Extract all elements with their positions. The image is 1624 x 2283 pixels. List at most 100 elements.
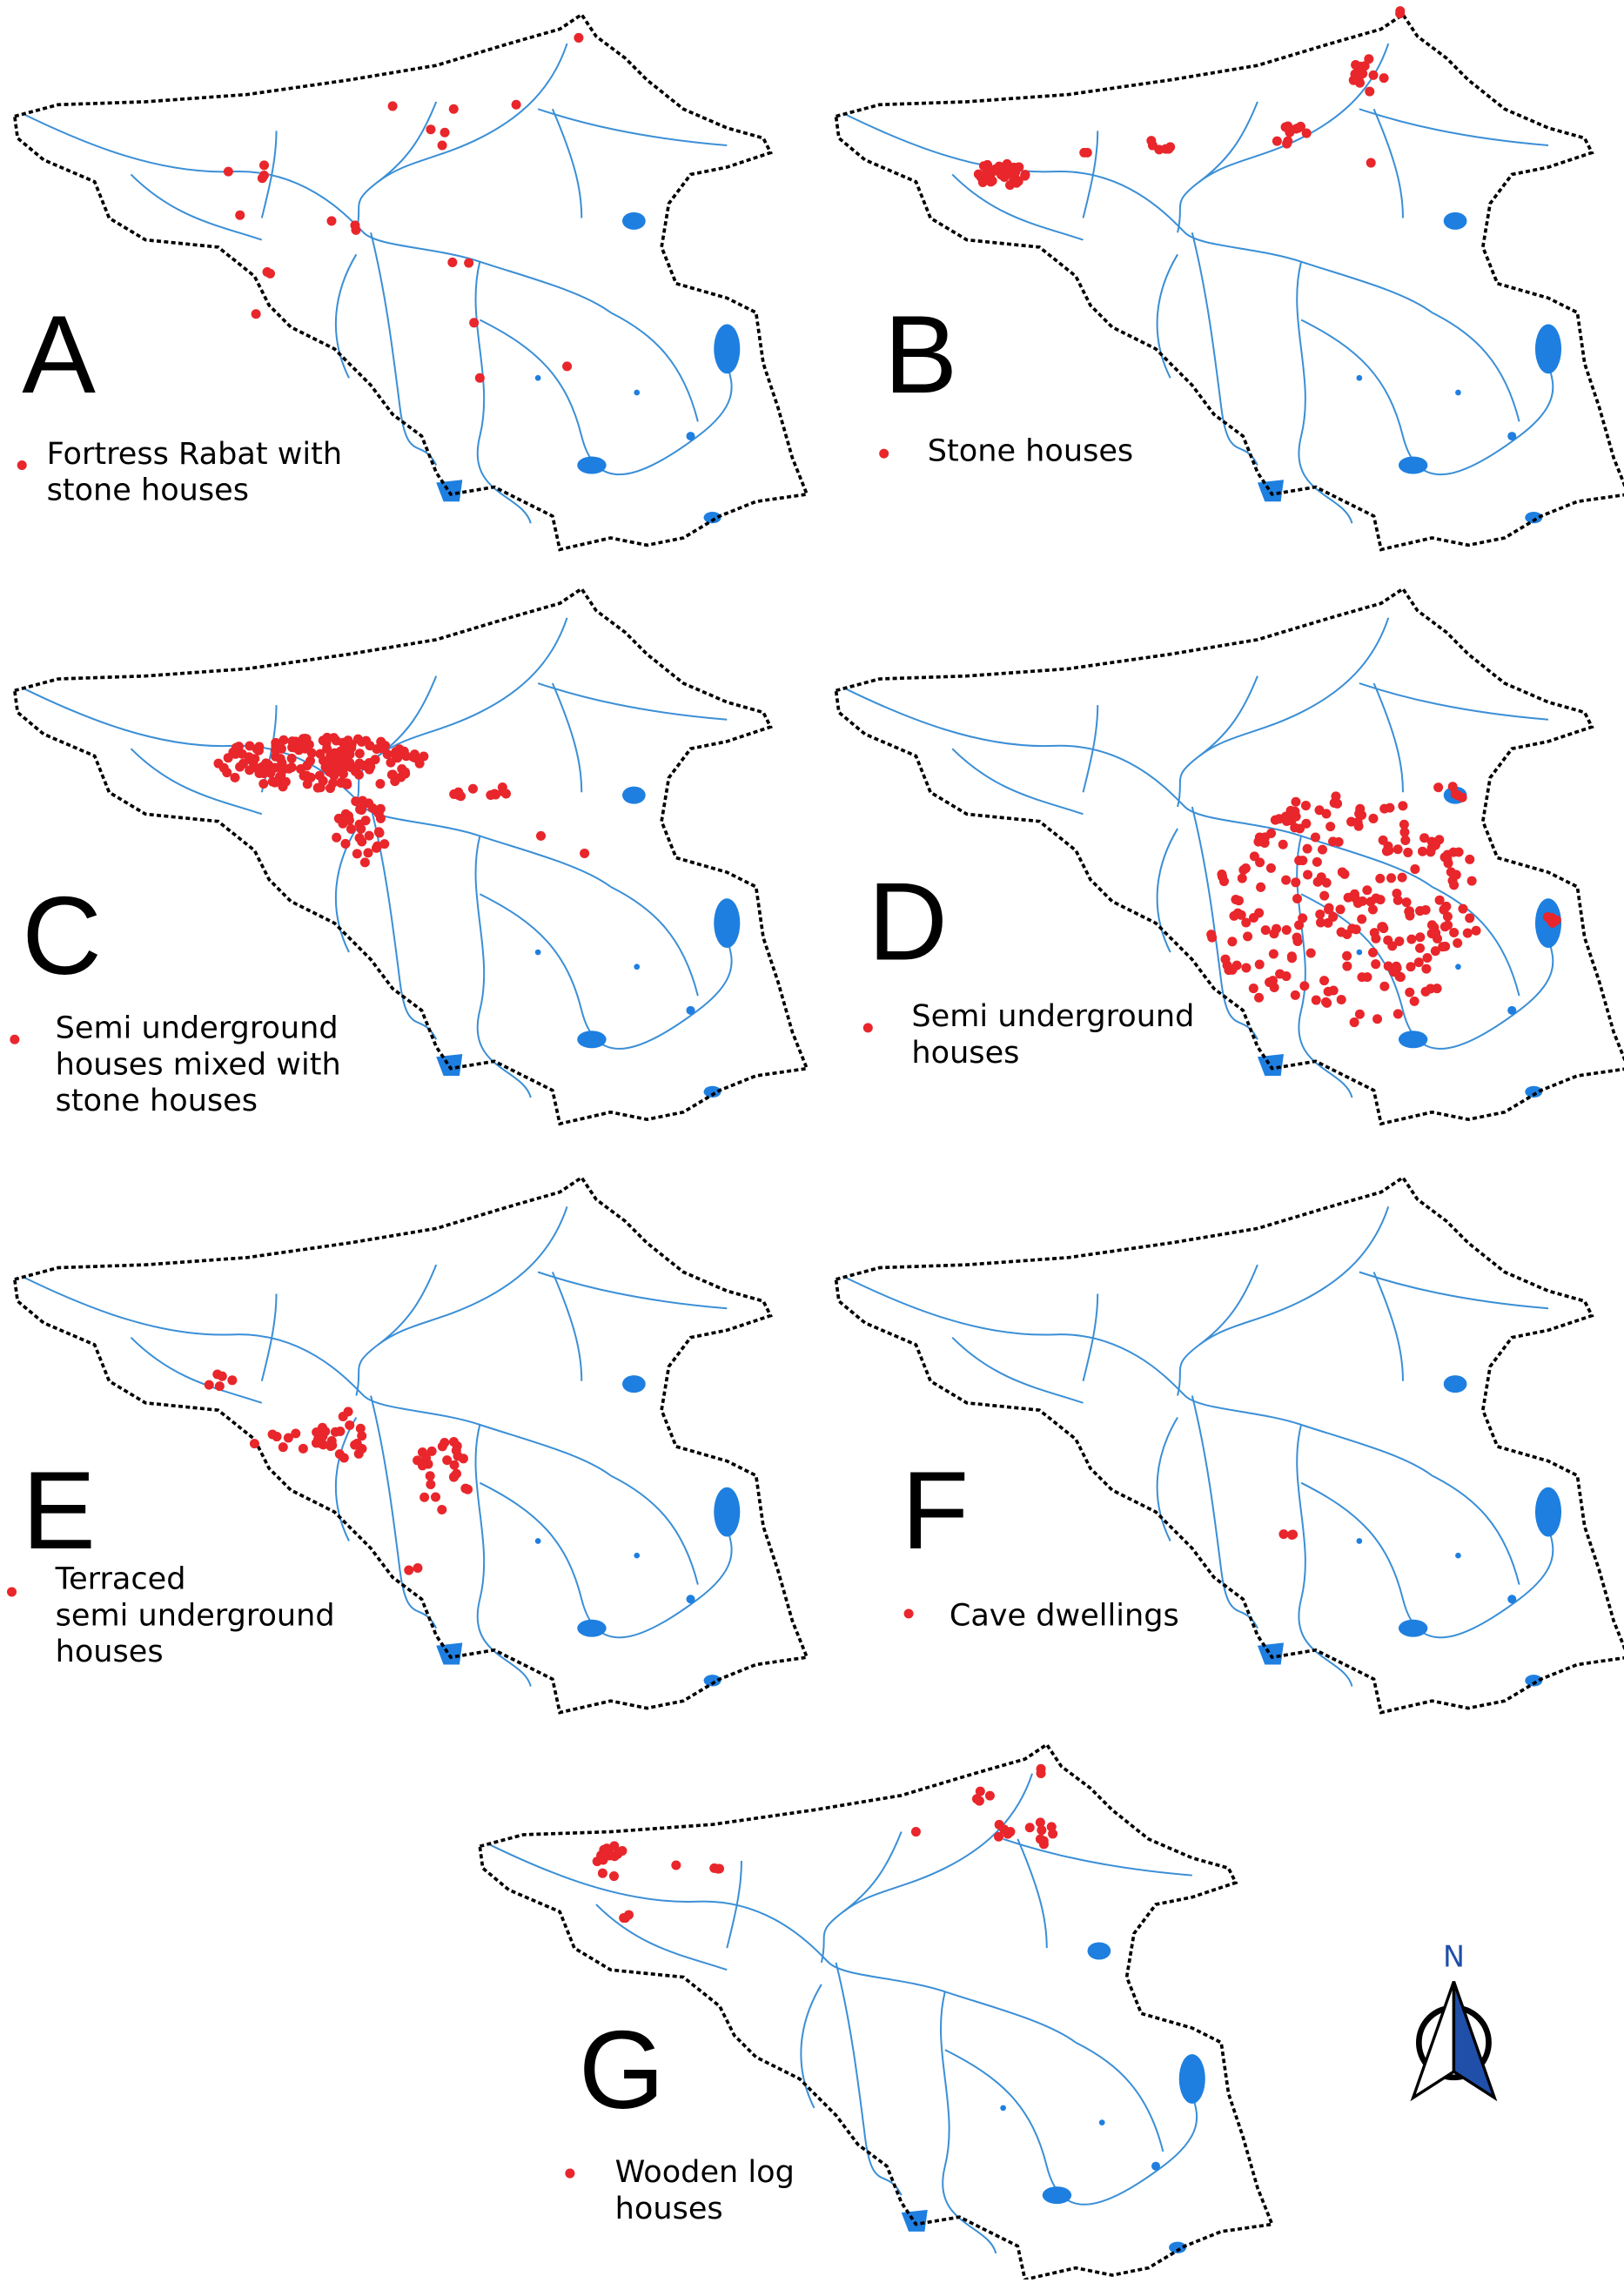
settlement-dot [1368, 813, 1379, 823]
settlement-dot [500, 789, 511, 799]
settlement-dot [1449, 928, 1460, 938]
settlement-dot [1449, 880, 1460, 890]
settlement-points [204, 1369, 473, 1575]
settlement-dot [1281, 875, 1292, 885]
settlement-dot [1392, 1009, 1403, 1019]
settlement-dot [305, 755, 316, 766]
settlement-dot [360, 816, 371, 826]
settlement-dot [365, 741, 375, 751]
settlement-dot [245, 741, 255, 751]
settlement-dot [1278, 839, 1288, 849]
settlement-dot [1333, 836, 1344, 847]
settlement-dot [1024, 1823, 1035, 1833]
settlement-dot [1227, 937, 1238, 947]
settlement-dot [620, 1913, 630, 1924]
settlement-dot [1430, 946, 1440, 957]
settlement-dot [1243, 931, 1253, 942]
settlement-dot [350, 766, 360, 776]
settlement-dot [357, 1431, 367, 1441]
legend-marker [879, 448, 889, 459]
settlement-dot [1410, 864, 1420, 875]
settlement-dot [409, 749, 419, 760]
settlement-dot [1394, 971, 1405, 982]
settlement-dot [1337, 867, 1347, 877]
settlement-dot [354, 749, 365, 759]
settlement-dot [1342, 950, 1352, 961]
settlement-dot [1035, 1817, 1045, 1828]
settlement-dot [1317, 844, 1328, 855]
settlement-dot [1357, 914, 1367, 924]
settlement-dot [1372, 1014, 1383, 1024]
settlement-dot [1035, 1834, 1045, 1844]
settlement-dot [1419, 833, 1430, 843]
settlement-dot [1392, 844, 1403, 855]
legend-label: Cave dwellings [950, 1597, 1179, 1633]
settlement-dot [287, 736, 298, 747]
settlement-dot [574, 32, 584, 43]
settlement-dot [257, 173, 267, 184]
settlement-dot [1290, 806, 1300, 816]
settlement-points [213, 732, 590, 868]
settlement-dot [237, 749, 247, 759]
settlement-dot [1465, 854, 1475, 864]
settlement-dot [258, 160, 270, 171]
settlement-dot [1241, 917, 1252, 928]
legend-marker [903, 1608, 914, 1619]
settlement-dot [346, 823, 356, 834]
settlement-dot [1364, 54, 1374, 64]
settlement-dot [460, 1483, 471, 1494]
settlement-dot [366, 762, 376, 772]
settlement-dot [671, 1860, 681, 1870]
settlement-dot [1046, 1822, 1057, 1832]
settlement-dot [278, 1442, 288, 1453]
settlement-dot [449, 1471, 460, 1481]
settlement-dot [535, 830, 547, 841]
settlement-points [1278, 1529, 1299, 1540]
settlement-dot [1220, 954, 1231, 964]
settlement-dot [1403, 847, 1413, 857]
panel-letter: F [902, 1448, 970, 1572]
settlement-dot [413, 1562, 423, 1573]
settlement-dot [1298, 913, 1308, 923]
settlement-dot [1249, 851, 1259, 862]
settlement-dot [283, 1433, 293, 1443]
settlement-dot [326, 216, 337, 226]
settlement-dot [286, 753, 297, 763]
settlement-dot [1354, 77, 1366, 88]
settlement-dot [328, 778, 339, 789]
settlement-dot [1394, 936, 1405, 946]
settlement-dot [1335, 904, 1346, 915]
settlement-dot [391, 750, 401, 761]
legend-marker [17, 460, 27, 471]
panel-letter: A [22, 292, 96, 416]
settlement-dot [363, 848, 373, 858]
settlement-dot [425, 1471, 435, 1481]
settlement-dot [1301, 128, 1312, 138]
settlement-dot [1384, 845, 1394, 856]
settlement-dot [1357, 809, 1367, 820]
settlement-dot [562, 361, 573, 372]
settlement-dot [374, 828, 385, 838]
settlement-dot [1434, 895, 1445, 905]
settlement-dot [396, 772, 406, 782]
settlement-dot [1005, 180, 1016, 191]
settlement-dot [1458, 903, 1468, 914]
settlement-dot [271, 745, 281, 755]
settlement-dot [284, 763, 294, 774]
settlement-dot [1260, 925, 1271, 936]
settlement-dot [355, 1423, 366, 1434]
settlement-dot [331, 754, 341, 764]
legend-label: Semi underground [56, 1011, 339, 1046]
settlement-dot [448, 104, 459, 114]
settlement-dot [1218, 871, 1228, 882]
settlement-dot [386, 757, 396, 768]
settlement-dot [1281, 811, 1292, 822]
settlement-dot [431, 1492, 441, 1502]
settlement-dot [340, 838, 351, 849]
settlement-dot [993, 1831, 1004, 1842]
settlement-dot [1392, 888, 1402, 898]
panel-letter: D [868, 860, 948, 984]
settlement-dot [217, 1371, 227, 1381]
settlement-dot [343, 735, 353, 746]
settlement-dot [449, 1460, 460, 1470]
